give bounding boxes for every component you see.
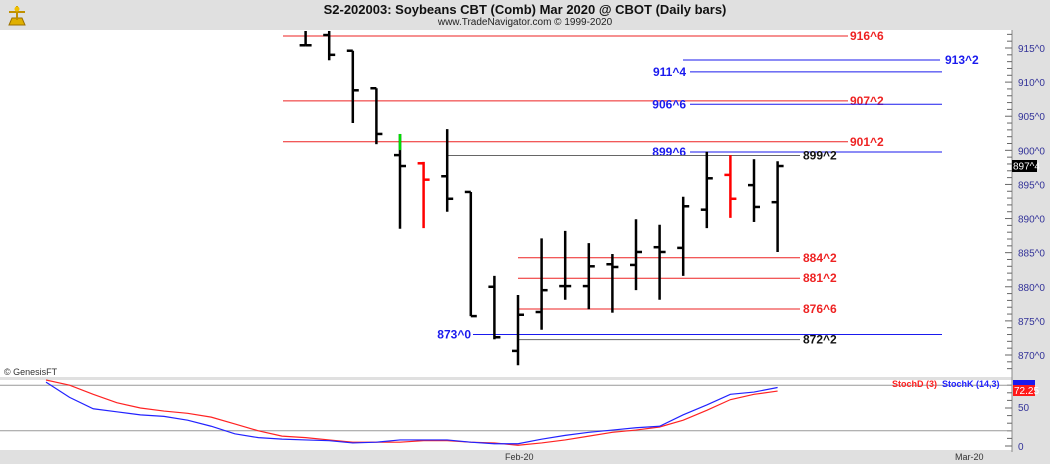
- ohlc-bar: [606, 254, 619, 313]
- ohlc-bar: [394, 133, 406, 229]
- price-tick-label: 870^0: [1018, 351, 1045, 362]
- level-label-881-2: 881^2: [803, 271, 837, 285]
- stochk-value-box: [1013, 380, 1035, 386]
- level-label-901-2: 901^2: [850, 135, 884, 149]
- ohlc-bar: [370, 86, 383, 145]
- stoch-tick-50: 50: [1018, 403, 1030, 414]
- price-tick-label: 905^0: [1018, 112, 1045, 123]
- stoch-line-stochk: [45, 381, 778, 445]
- ohlc-bar: [535, 238, 548, 330]
- stochd-value-box: [1013, 385, 1035, 396]
- level-label-911-4: 911^4: [653, 65, 686, 79]
- ohlc-bar: [512, 294, 524, 366]
- price-tick-label: 900^0: [1018, 146, 1045, 157]
- ohlc-bar: [748, 159, 760, 222]
- ohlc-bar: [582, 243, 595, 310]
- level-label-906-6: 906^6: [652, 97, 686, 111]
- x-label-mar: Mar-20: [955, 452, 984, 462]
- level-label-913-2: 913^2: [945, 53, 979, 67]
- title-bar: S2-202003: Soybeans CBT (Comb) Mar 2020 …: [0, 0, 1050, 30]
- last-price-box: [1012, 160, 1037, 172]
- price-tick-label: 875^0: [1018, 317, 1045, 328]
- ohlc-bar: [559, 230, 572, 300]
- level-label-916-6: 916^6: [850, 29, 884, 43]
- last-price-label: 897^4: [1013, 162, 1040, 173]
- sextant-icon: [8, 6, 26, 26]
- level-label-899-6: 899^6: [652, 145, 686, 159]
- ohlc-bar: [323, 31, 336, 61]
- chart-subtitle: www.TradeNavigator.com © 1999-2020: [437, 17, 613, 28]
- ohlc-bar: [700, 151, 713, 229]
- price-tick-label: 890^0: [1018, 215, 1045, 226]
- ohlc-bar: [299, 31, 312, 47]
- price-panel: [0, 30, 1012, 377]
- x-label-feb: Feb-20: [505, 452, 534, 462]
- level-label-899-2: 899^2: [803, 148, 837, 162]
- level-label-907-2: 907^2: [850, 94, 884, 108]
- level-label-873-0: 873^0: [437, 328, 471, 342]
- price-tick-label: 895^0: [1018, 180, 1045, 191]
- ohlc-bar: [417, 161, 430, 229]
- price-tick-label: 915^0: [1018, 44, 1045, 55]
- stoch-line-stochd: [45, 379, 778, 446]
- stoch-tick-0: 0: [1018, 442, 1024, 453]
- stochastic-panel: [0, 380, 1012, 450]
- level-label-876-6: 876^6: [803, 302, 837, 316]
- ohlc-bar: [630, 219, 642, 291]
- level-label-872-2: 872^2: [803, 333, 837, 347]
- ohlc-bar: [464, 190, 477, 318]
- ohlc-bar: [771, 161, 784, 252]
- stochd-value: 72.25: [1014, 386, 1039, 397]
- level-label-884-2: 884^2: [803, 251, 837, 265]
- ohlc-bar: [488, 275, 501, 340]
- legend-stochk: StochK (14,3): [942, 379, 1000, 389]
- ohlc-bar: [441, 129, 454, 212]
- ohlc-bar: [677, 196, 690, 276]
- ohlc-bar: [653, 224, 666, 300]
- chart-title: S2-202003: Soybeans CBT (Comb) Mar 2020 …: [323, 2, 727, 17]
- legend-stochd: StochD (3): [892, 379, 937, 389]
- ohlc-bar: [724, 155, 737, 218]
- copyright-text: © GenesisFT: [4, 367, 58, 377]
- ohlc-bar: [346, 49, 359, 124]
- price-tick-label: 910^0: [1018, 78, 1045, 89]
- price-tick-label: 885^0: [1018, 249, 1045, 260]
- price-tick-label: 880^0: [1018, 283, 1045, 294]
